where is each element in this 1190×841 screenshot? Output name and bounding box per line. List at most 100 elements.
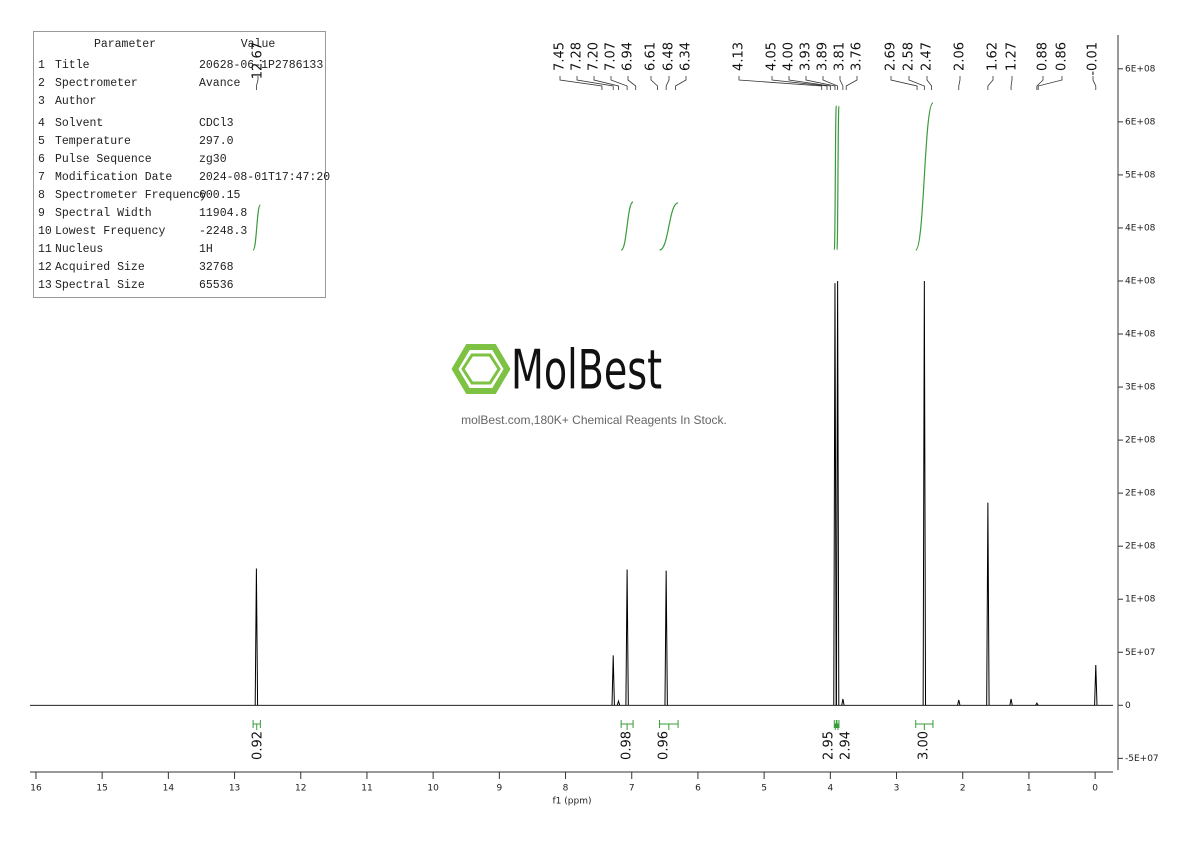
peak-label: 4.05 <box>765 42 780 71</box>
peak-label-connector <box>845 76 858 90</box>
table-cell: Pulse Sequence <box>55 153 152 166</box>
table-cell: Avance <box>199 77 241 90</box>
y-tick-label: 0 <box>1125 701 1131 711</box>
peak-label: 7.20 <box>587 42 602 71</box>
table-cell: 600.15 <box>199 189 241 202</box>
x-tick-label: 2 <box>960 784 966 794</box>
y-tick-label: 2E+08 <box>1125 489 1156 499</box>
y-tick-label: 6E+08 <box>1125 117 1156 127</box>
table-cell: 8 <box>38 189 45 202</box>
peak-label: 2.47 <box>920 42 935 71</box>
peak <box>1035 702 1039 706</box>
peak-label: 6.48 <box>662 42 677 71</box>
table-cell: 7 <box>38 171 45 184</box>
peak-label-connector <box>559 76 603 90</box>
integral-curve <box>833 104 837 251</box>
logo-ring <box>461 353 501 385</box>
table-cell: 5 <box>38 135 45 148</box>
watermark-logo <box>451 344 511 394</box>
peak-label: 1.27 <box>1005 42 1020 71</box>
peak-label-connector <box>1037 76 1063 90</box>
table-cell: Spectral Width <box>55 207 152 220</box>
peak-label: 6.34 <box>679 42 694 71</box>
table-cell: 2024-08-01T17:47:20 <box>199 171 330 184</box>
peak-label-connector <box>593 76 619 90</box>
peak-label: 3.81 <box>833 42 848 71</box>
watermark-tagline: molBest.com,180K+ Chemical Reagents In S… <box>461 413 727 427</box>
peak-label-connector <box>650 76 658 90</box>
integral-curve <box>915 102 934 251</box>
peak-label: 0.86 <box>1055 42 1070 71</box>
y-tick-label: 6E+08 <box>1125 64 1156 74</box>
peak <box>835 280 840 706</box>
table-cell: Acquired Size <box>55 261 145 274</box>
parameter-table-frame <box>33 31 326 298</box>
table-cell: 3 <box>38 95 45 108</box>
table-cell: 20628-06-1P2786133 <box>199 59 323 72</box>
y-tick-label: 1E+08 <box>1125 595 1156 605</box>
integral-curve <box>836 105 840 251</box>
table-cell: CDCl3 <box>199 117 234 130</box>
peak-label: 7.28 <box>570 42 585 71</box>
table-cell: 11 <box>38 243 52 256</box>
peak-label-connector <box>1036 76 1044 90</box>
peak-label-connector <box>908 76 925 90</box>
y-tick-label: 4E+08 <box>1125 330 1156 340</box>
table-cell: Spectral Size <box>55 279 145 292</box>
integral-label: 2.94 <box>839 731 854 760</box>
y-tick-label: 5E+08 <box>1125 170 1156 180</box>
table-cell: Modification Date <box>55 171 172 184</box>
peak-label-connector <box>675 76 687 90</box>
table-cell: Temperature <box>55 135 131 148</box>
table-cell: 2 <box>38 77 45 90</box>
peak <box>254 568 259 706</box>
peak-label-connector <box>665 76 670 90</box>
x-tick-label: 12 <box>295 784 306 794</box>
table-cell: Spectrometer Frequency <box>55 189 207 202</box>
logo-hexagon <box>451 344 511 394</box>
integral-label: 0.92 <box>251 731 266 760</box>
x-tick-label: 10 <box>427 784 439 794</box>
peak-label-connector <box>1010 76 1013 90</box>
peak-label: 3.93 <box>799 42 814 71</box>
x-tick-label: 15 <box>96 784 107 794</box>
table-cell: Solvent <box>55 117 103 130</box>
peak <box>616 699 621 706</box>
table-header: Value <box>241 38 276 51</box>
peak-label-connector <box>987 76 994 90</box>
x-tick-label: 0 <box>1092 784 1098 794</box>
peak-label-connector <box>255 76 259 90</box>
table-cell: 10 <box>38 225 52 238</box>
x-tick-label: 1 <box>1026 784 1032 794</box>
y-tick-label: 2E+08 <box>1125 436 1156 446</box>
peak <box>611 655 615 706</box>
table-cell: Spectrometer <box>55 77 138 90</box>
peak-label-connector <box>839 76 844 90</box>
peak <box>833 283 837 706</box>
peak-label-connector <box>610 76 628 90</box>
peak-label-connector <box>627 76 637 90</box>
x-tick-label: 16 <box>30 784 42 794</box>
integral-curve <box>659 202 679 251</box>
table-header: Parameter <box>94 38 156 51</box>
integral-label: 3.00 <box>917 731 932 760</box>
peak-label-connector <box>738 76 823 90</box>
x-tick-label: 13 <box>229 784 240 794</box>
peak-label: 7.07 <box>604 42 619 71</box>
x-tick-label: 11 <box>361 784 372 794</box>
integral-bracket <box>620 720 634 730</box>
x-tick-label: 4 <box>827 784 833 794</box>
table-cell: 32768 <box>199 261 234 274</box>
peak <box>664 570 668 706</box>
x-tick-label: 6 <box>695 784 701 794</box>
peak-label: 6.94 <box>621 42 636 71</box>
x-tick-label: 14 <box>163 784 175 794</box>
peak-label-connector <box>958 76 961 90</box>
y-tick-label: 4E+08 <box>1125 276 1156 286</box>
table-cell: 4 <box>38 117 45 130</box>
table-cell: 65536 <box>199 279 234 292</box>
peak-label: 4.00 <box>782 42 797 71</box>
table-cell: -2248.3 <box>199 225 247 238</box>
x-tick-label: 9 <box>496 784 502 794</box>
